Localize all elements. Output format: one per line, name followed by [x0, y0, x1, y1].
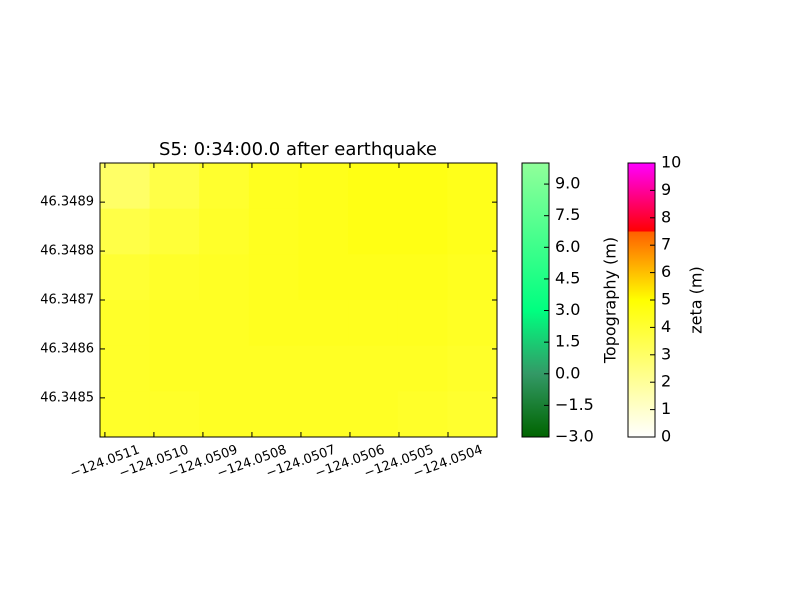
heatmap-cell — [447, 163, 498, 210]
heatmap-cell — [397, 254, 448, 301]
heatmap-cell — [149, 208, 200, 255]
heatmap-cell — [397, 345, 448, 392]
heatmap-cell — [149, 254, 200, 301]
y-tick-label: 46.3487 — [40, 293, 94, 308]
y-tick-label: 46.3486 — [40, 341, 94, 356]
heatmap-cell — [199, 163, 250, 210]
heatmap-cell — [298, 300, 349, 347]
y-tick-label: 46.3485 — [40, 390, 94, 405]
heatmap-cell — [447, 254, 498, 301]
heatmap-cell — [199, 254, 250, 301]
colorbar-tick-label: 0.0 — [555, 363, 580, 382]
colorbar-tick-label: 9.0 — [555, 174, 580, 193]
colorbar-tick-label: 8 — [661, 207, 671, 226]
heatmap-cell — [100, 300, 151, 347]
heatmap-cell — [298, 254, 349, 301]
heatmap-cell — [298, 208, 349, 255]
colorbar-tick-label: −3.0 — [555, 427, 594, 446]
heatmap-cell — [149, 391, 200, 438]
heatmap-cell — [248, 208, 299, 255]
heatmap-cell — [298, 345, 349, 392]
colorbar-tick-label: 6 — [661, 262, 671, 281]
heatmap-cell — [149, 345, 200, 392]
colorbar-tick-label: 3 — [661, 344, 671, 363]
heatmap-cell — [149, 163, 200, 210]
heatmap-cell — [397, 163, 448, 210]
heatmap-cell — [248, 163, 299, 210]
heatmap-cell — [348, 391, 399, 438]
colorbar-label: zeta (m) — [687, 266, 706, 333]
y-tick-label: 46.3488 — [40, 244, 94, 259]
heatmap-cell — [397, 391, 448, 438]
colorbar-label: Topography (m) — [601, 237, 620, 364]
heatmap-cell — [248, 391, 299, 438]
heatmap-cell — [397, 300, 448, 347]
colorbar — [521, 162, 550, 438]
y-tick-label: 46.3489 — [40, 195, 94, 210]
heatmap-cell — [199, 300, 250, 347]
colorbar-tick-label: 7.5 — [555, 205, 580, 224]
heatmap-cell — [348, 300, 399, 347]
colorbar-tick-label: 0 — [661, 427, 671, 446]
heatmap-cell — [100, 391, 151, 438]
heatmap-cell — [149, 300, 200, 347]
heatmap-cell — [199, 391, 250, 438]
heatmap-cell — [199, 345, 250, 392]
colorbar-tick-label: 10 — [661, 153, 681, 172]
heatmap-cell — [248, 345, 299, 392]
heatmap-cell — [447, 300, 498, 347]
heatmap-cell — [348, 254, 399, 301]
colorbar-tick-label: 2 — [661, 372, 671, 391]
heatmap-cell — [100, 208, 151, 255]
heatmap-cell — [447, 391, 498, 438]
heatmap-cell — [100, 254, 151, 301]
heatmap-cell — [348, 208, 399, 255]
chart-title: S5: 0:34:00.0 after earthquake — [159, 139, 437, 160]
heatmap-cell — [298, 163, 349, 210]
colorbar-tick-label: −1.5 — [555, 395, 594, 414]
heatmap-cell — [248, 254, 299, 301]
colorbar-tick-label: 7 — [661, 235, 671, 254]
heatmap-cell — [298, 391, 349, 438]
colorbar-tick-label: 5 — [661, 290, 671, 309]
heatmap-cell — [348, 345, 399, 392]
heatmap-cell — [447, 345, 498, 392]
heatmap-cell — [100, 163, 151, 210]
heatmap-cell — [199, 208, 250, 255]
heatmap-cell — [348, 163, 399, 210]
colorbar-tick-label: 4 — [661, 317, 671, 336]
heatmap-cell — [248, 300, 299, 347]
colorbar-tick-label: 1 — [661, 399, 671, 418]
heatmap-cell — [100, 345, 151, 392]
heatmap-cell — [447, 208, 498, 255]
heatmap-cell — [397, 208, 448, 255]
colorbar-tick-label: 1.5 — [555, 332, 580, 351]
colorbar-tick-label: 6.0 — [555, 237, 580, 256]
colorbar-tick-label: 4.5 — [555, 268, 580, 287]
colorbar-tick-label: 9 — [661, 180, 671, 199]
colorbar-tick-label: 3.0 — [555, 300, 580, 319]
